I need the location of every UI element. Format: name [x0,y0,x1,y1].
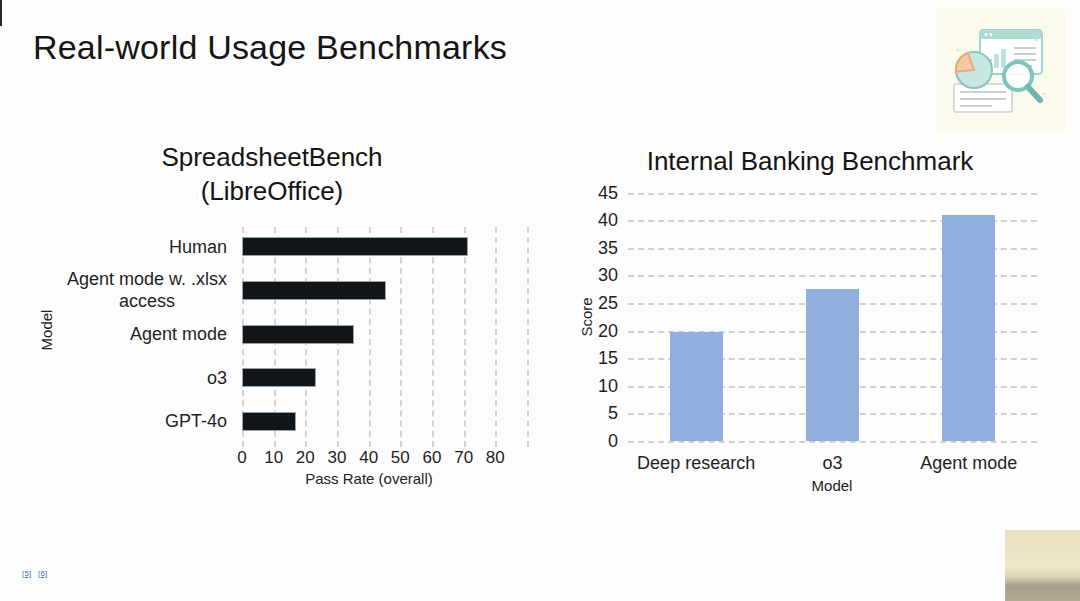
bar [806,289,859,441]
gridline [628,193,1037,195]
y-tick-label: 0 [608,431,618,452]
bar [670,332,723,441]
y-tick-label: 20 [598,320,618,341]
citation-link-5[interactable]: [5] [22,569,32,578]
slide: Real-world Usage Benchmarks [0,0,1080,601]
banking-chart-title: Internal Banking Benchmark [610,144,1010,178]
gridline [628,441,1037,443]
webcam-overlay-corner [1005,530,1080,601]
citation-link-6[interactable]: [6] [38,569,48,578]
y-tick-label: 5 [608,403,618,424]
y-tick-label: 25 [598,292,618,313]
banking-benchmark-chart: Internal Banking Benchmark Score Model 0… [0,0,1080,601]
y-tick-label: 45 [598,182,618,203]
y-tick-label: 30 [598,265,618,286]
x-axis-title: Model [732,477,932,494]
x-category-label: Agent mode [869,452,1069,474]
y-tick-label: 10 [598,375,618,396]
y-tick-label: 35 [598,237,618,258]
y-tick-label: 15 [598,348,618,369]
y-axis-title: Score [578,297,595,336]
bar [942,215,995,441]
y-tick-label: 40 [598,210,618,231]
